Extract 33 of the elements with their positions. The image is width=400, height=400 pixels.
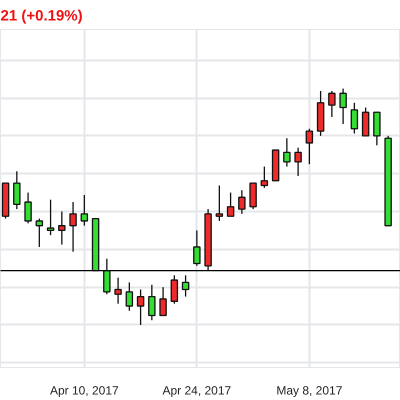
candlestick xyxy=(306,128,314,165)
chart-title: 21 (+0.19%) xyxy=(0,8,83,24)
candlestick xyxy=(193,230,201,267)
x-tick-label: Apr 24, 2017 xyxy=(162,384,232,398)
candlestick xyxy=(159,286,167,316)
candlestick xyxy=(69,201,77,252)
candlestick xyxy=(46,199,54,236)
candlestick xyxy=(373,112,381,146)
candlestick xyxy=(350,102,358,134)
candlestick xyxy=(36,218,44,248)
x-tick-label: Apr 10, 2017 xyxy=(50,384,120,398)
candlestick xyxy=(103,258,111,295)
candlestick xyxy=(294,147,302,177)
candlestick xyxy=(238,190,246,215)
candlestick xyxy=(170,274,178,304)
candlestick xyxy=(148,284,156,321)
candlestick xyxy=(182,274,190,298)
candlestick xyxy=(216,184,224,222)
candlestick xyxy=(126,282,134,312)
candlestick xyxy=(114,277,122,304)
candlestick xyxy=(226,192,234,217)
candlestick xyxy=(283,138,291,168)
candlestick xyxy=(13,170,21,210)
candlestick xyxy=(136,288,144,326)
candlestick xyxy=(80,194,88,226)
candlestick xyxy=(24,192,32,224)
candlestick xyxy=(249,182,257,210)
candlestick xyxy=(260,166,268,189)
candlestick xyxy=(58,210,66,246)
candlestick xyxy=(362,106,370,137)
candlestick xyxy=(339,88,347,125)
x-tick-label: May 8, 2017 xyxy=(276,384,343,398)
candlestick xyxy=(328,90,336,118)
